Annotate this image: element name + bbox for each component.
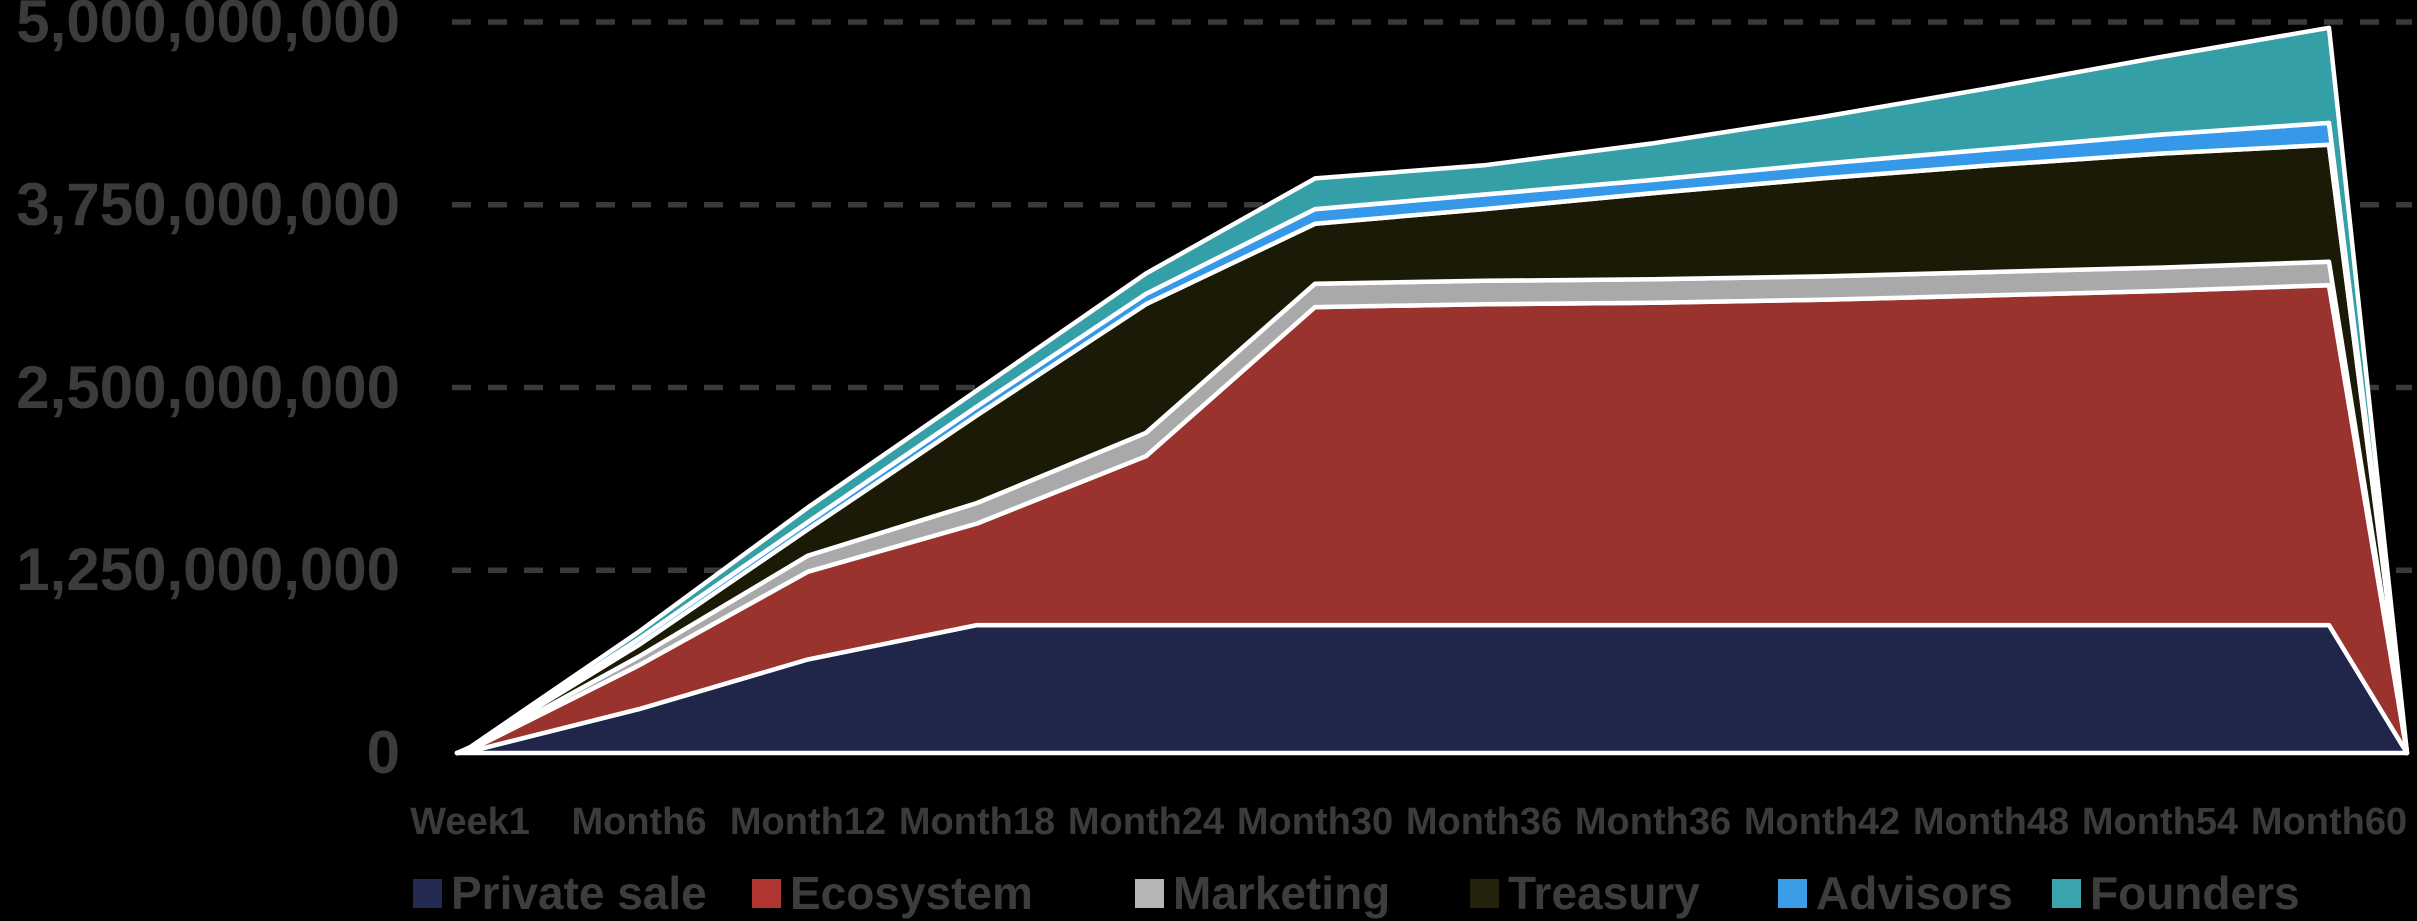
y-tick-label: 3,750,000,000 [16, 170, 400, 238]
legend-swatch-icon [413, 878, 442, 908]
legend-label: Founders [2090, 867, 2300, 919]
x-tick-label: Month30 [1236, 801, 1394, 843]
legend-item-advisors: Advisors [1778, 867, 2013, 919]
y-tick-label: 1,250,000,000 [16, 536, 400, 604]
legend-item-ecosystem: Ecosystem [752, 867, 1033, 919]
legend-swatch-icon [1778, 878, 1807, 908]
y-tick-label: 2,500,000,000 [16, 353, 400, 421]
legend-swatch-icon [752, 878, 781, 908]
legend-item-marketing: Marketing [1135, 867, 1390, 919]
x-tick-label: Month54 [2081, 801, 2239, 843]
x-tick-label: Month12 [729, 801, 887, 843]
x-tick-label: Month60 [2250, 801, 2408, 843]
legend-label: Treasury [1508, 867, 1700, 919]
legend-label: Advisors [1816, 867, 2013, 919]
x-tick-label: Month36 [1574, 801, 1732, 843]
x-tick-label: Month18 [898, 801, 1056, 843]
legend-label: Marketing [1173, 867, 1391, 919]
legend-label: Private sale [451, 867, 707, 919]
legend-swatch-icon [1135, 878, 1164, 908]
legend-item-treasury: Treasury [1470, 867, 1700, 919]
x-tick-label: Month24 [1067, 801, 1225, 843]
legend-item-founders: Founders [2052, 867, 2300, 919]
legend-label: Ecosystem [790, 867, 1033, 919]
x-tick-label: Month48 [1912, 801, 2070, 843]
legend-swatch-icon [2052, 878, 2081, 908]
x-tick-label: Month6 [571, 801, 707, 843]
y-tick-label: 0 [366, 719, 400, 786]
x-tick-label: Month42 [1743, 801, 1901, 843]
legend-swatch-icon [1470, 878, 1499, 908]
x-tick-label: Month36 [1405, 801, 1563, 843]
y-tick-label: 5,000,000,000 [16, 0, 400, 55]
legend-item-private-sale: Private sale [413, 867, 707, 919]
x-tick-label: Week1 [410, 801, 530, 843]
